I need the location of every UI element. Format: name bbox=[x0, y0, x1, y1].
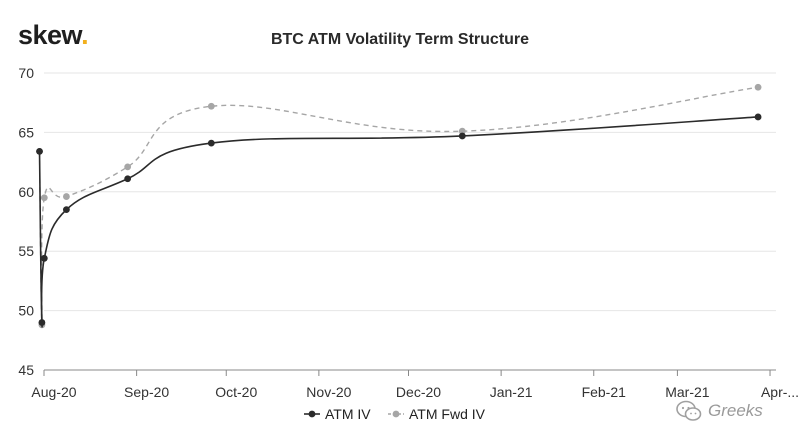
wechat-icon bbox=[676, 400, 702, 421]
point-atm-fwd-iv bbox=[124, 163, 132, 171]
point-atm-iv bbox=[36, 148, 43, 155]
y-tick-label: 65 bbox=[18, 124, 34, 140]
point-atm-iv bbox=[207, 139, 215, 147]
point-atm-fwd-iv bbox=[63, 193, 70, 200]
x-tick-label: Aug-20 bbox=[31, 384, 76, 400]
skew-logo: skew. bbox=[18, 20, 89, 50]
x-tick-label: Mar-21 bbox=[665, 384, 710, 400]
y-tick-label: 55 bbox=[18, 243, 34, 259]
point-atm-iv bbox=[124, 175, 132, 183]
legend-swatch-dot bbox=[308, 410, 316, 418]
x-tick-label: Sep-20 bbox=[124, 384, 169, 400]
grid-layer bbox=[44, 72, 776, 312]
legend-label: ATM IV bbox=[325, 406, 371, 422]
legend-label: ATM Fwd IV bbox=[409, 406, 486, 422]
y-tick-label: 50 bbox=[18, 303, 34, 319]
x-tick-label: Nov-20 bbox=[306, 384, 351, 400]
brand-name: skew bbox=[18, 20, 82, 50]
point-atm-iv bbox=[63, 206, 70, 214]
y-tick-label: 45 bbox=[18, 362, 34, 378]
brand-dot: . bbox=[81, 20, 89, 50]
legend-swatch-dot bbox=[392, 410, 400, 418]
point-atm-iv bbox=[40, 254, 48, 262]
series-layer bbox=[36, 83, 762, 329]
point-atm-fwd-iv bbox=[458, 127, 466, 135]
legend: ATM IV ATM Fwd IV bbox=[304, 406, 486, 422]
series-line-atm-fwd-iv bbox=[38, 86, 759, 326]
x-tick-label: Apr-... bbox=[761, 384, 799, 400]
axis-layer: 45 50 55 60 65 70 Aug-20 Sep-20 Oct-20 Nov-20 Dec-… bbox=[18, 65, 799, 400]
x-tick-label: Jan-21 bbox=[490, 384, 533, 400]
point-atm-fwd-iv bbox=[40, 194, 48, 202]
point-atm-iv bbox=[38, 319, 46, 326]
y-tick-label: 60 bbox=[18, 184, 34, 200]
point-atm-fwd-iv bbox=[754, 83, 762, 91]
chart-title: BTC ATM Volatility Term Structure bbox=[270, 31, 530, 48]
point-atm-iv bbox=[458, 132, 466, 140]
x-tick-label: Dec-20 bbox=[396, 384, 441, 400]
series-line-atm-iv bbox=[38, 116, 759, 328]
watermark-text: Greeks bbox=[708, 401, 763, 420]
y-tick-label: 70 bbox=[18, 65, 34, 81]
point-atm-fwd-iv bbox=[207, 102, 215, 110]
x-tick-label: Feb-21 bbox=[582, 384, 627, 400]
wechat-watermark: Greeks bbox=[676, 400, 763, 422]
x-tick-label: Oct-20 bbox=[215, 384, 257, 400]
point-atm-iv bbox=[754, 113, 762, 121]
